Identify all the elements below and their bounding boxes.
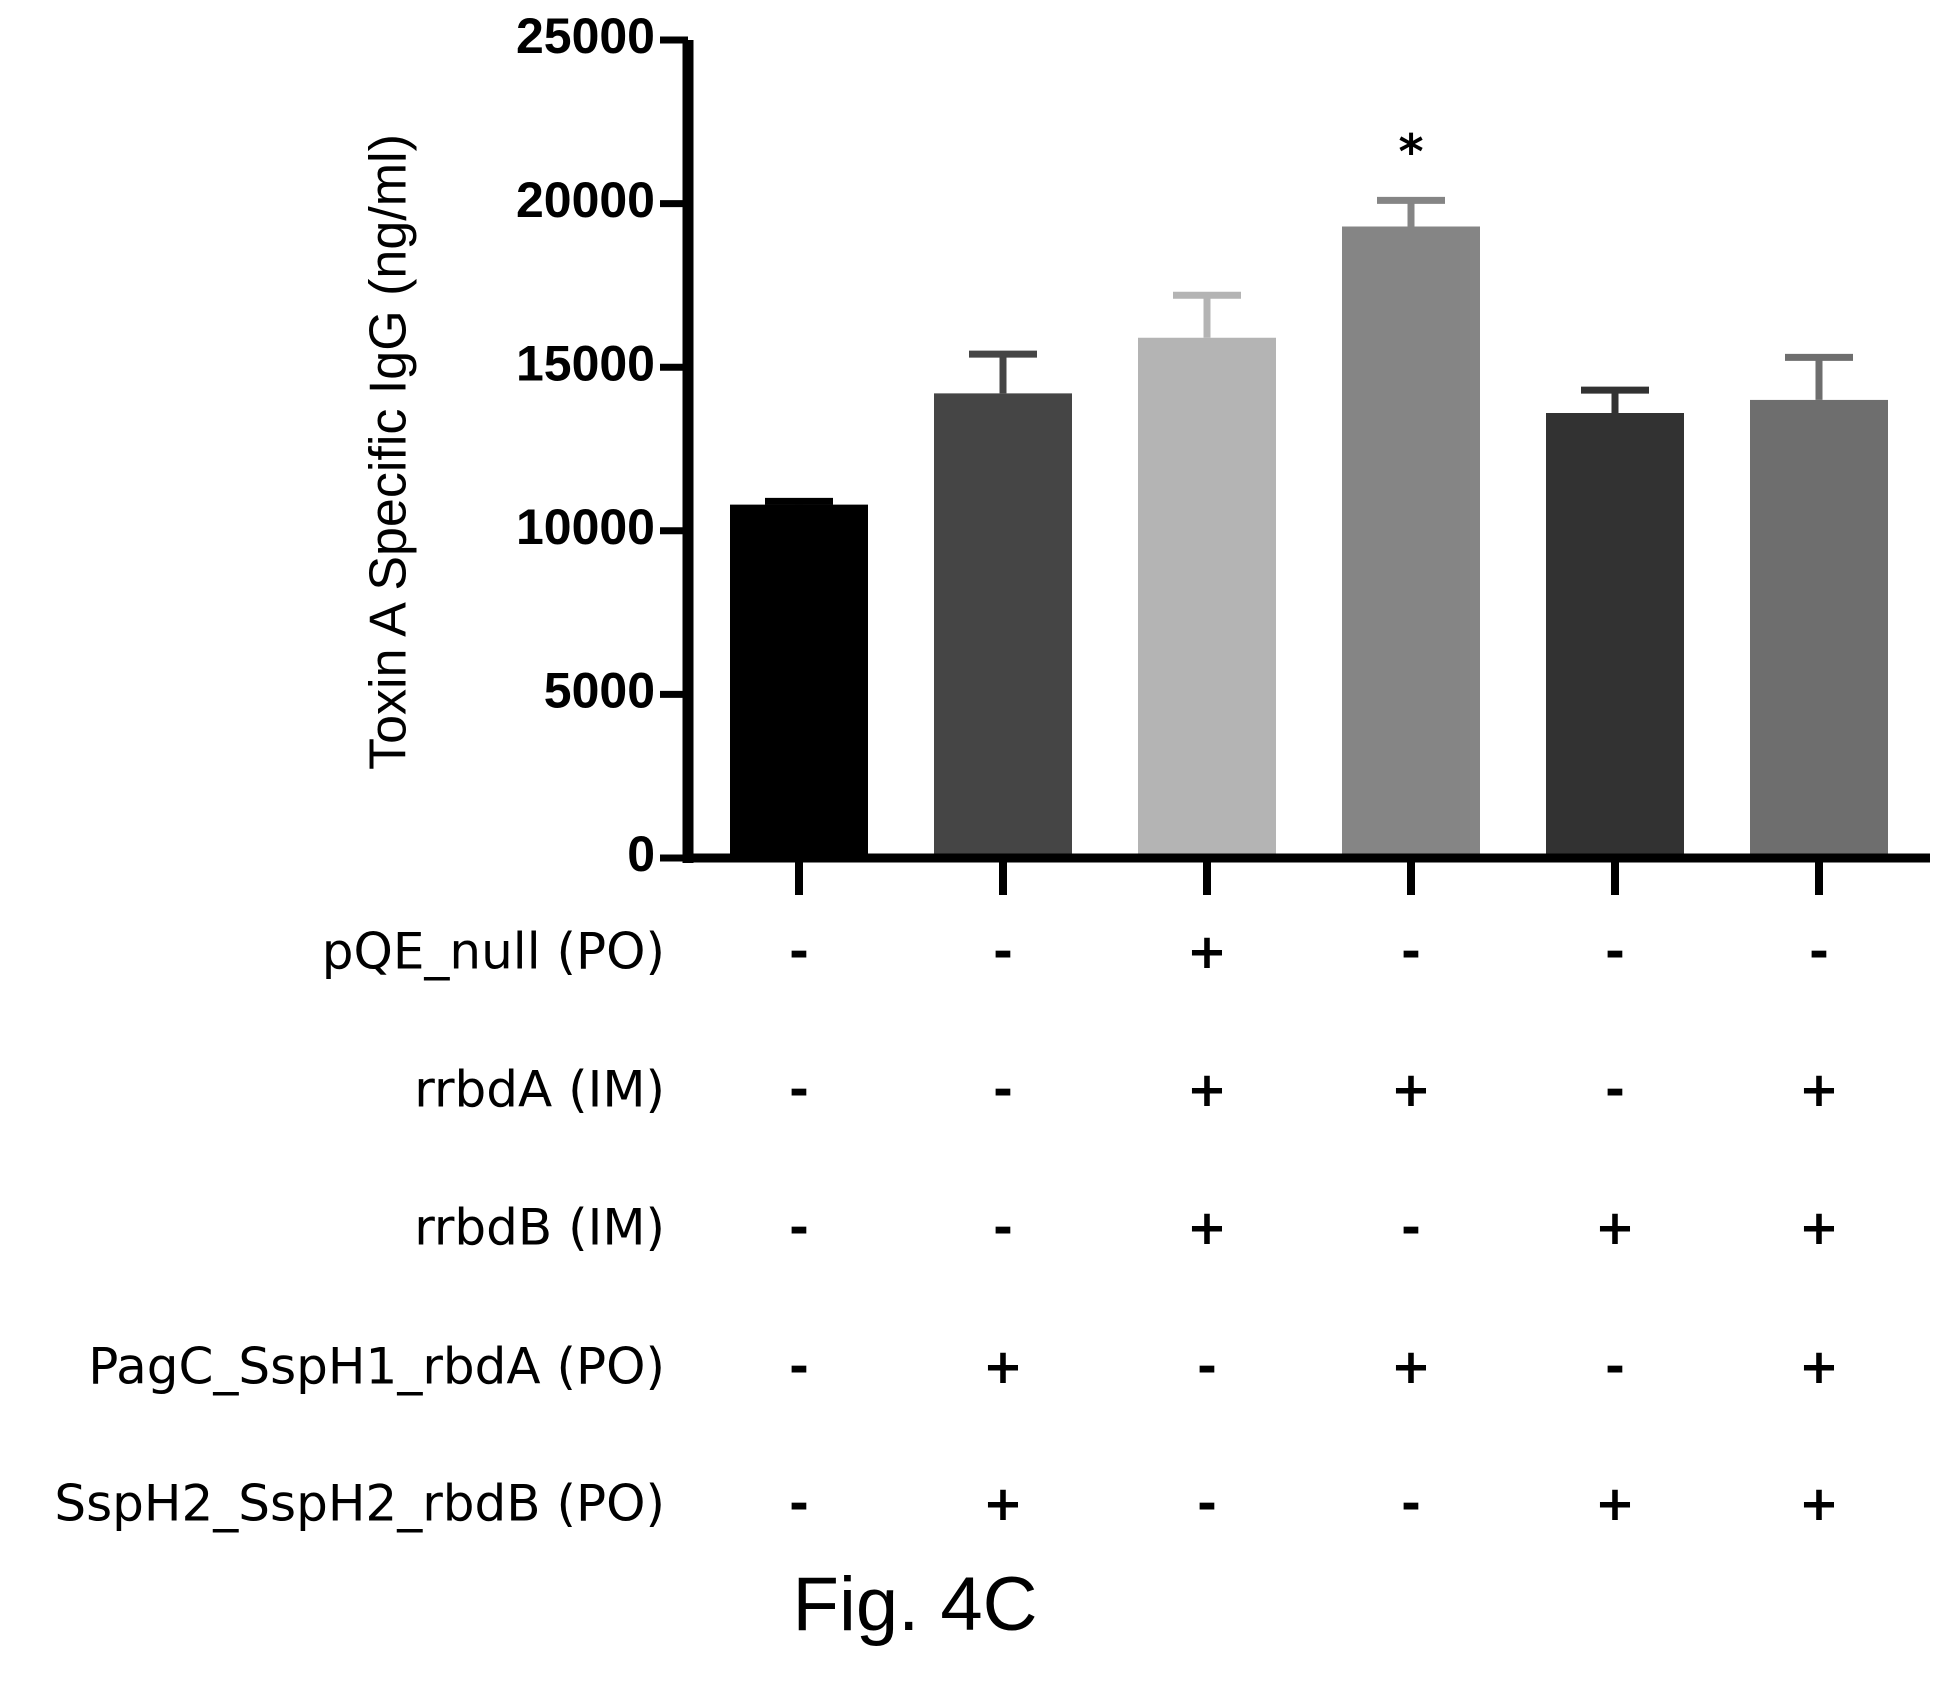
bar-5 (1546, 413, 1684, 858)
condition-mark-r4-c4: + (1391, 1339, 1431, 1395)
y-ticks-layer: 0 5000 10000 15000 20000 25000 (516, 8, 688, 882)
condition-mark-r1-c4: - (1401, 924, 1421, 980)
bar-6 (1750, 400, 1888, 858)
bar-1 (730, 505, 868, 858)
condition-mark-r4-c2: + (983, 1339, 1023, 1395)
condition-mark-r3-c3: + (1187, 1200, 1227, 1256)
condition-mark-r2-c2: - (993, 1062, 1013, 1118)
condition-mark-r2-c1: - (789, 1062, 809, 1118)
condition-mark-r2-c6: + (1799, 1062, 1839, 1118)
y-tick-label-3: 15000 (516, 335, 655, 391)
condition-mark-r5-c2: + (983, 1476, 1023, 1532)
condition-mark-r3-c5: + (1595, 1200, 1635, 1256)
y-tick-label-2: 10000 (516, 499, 655, 555)
conditions-table: pQE_null (PO) - - + - - - rrbdA (IM) - - + + - + rrbdB… (54, 923, 1839, 1533)
error-bars-layer (765, 200, 1853, 504)
condition-mark-r4-c6: + (1799, 1339, 1839, 1395)
y-tick-label-5: 25000 (516, 8, 655, 64)
condition-mark-r1-c1: - (789, 924, 809, 980)
condition-mark-r2-c4: + (1391, 1062, 1431, 1118)
condition-label-4: PagC_SspH1_rbdA (PO) (88, 1338, 665, 1396)
bars-layer (730, 227, 1888, 858)
condition-mark-r4-c1: - (789, 1339, 809, 1395)
condition-label-3: rrbdB (IM) (414, 1199, 665, 1257)
condition-mark-r2-c3: + (1187, 1062, 1227, 1118)
axes-layer (683, 40, 1930, 863)
condition-mark-r5-c6: + (1799, 1476, 1839, 1532)
condition-mark-r4-c3: - (1197, 1339, 1217, 1395)
condition-mark-r5-c4: - (1401, 1476, 1421, 1532)
condition-mark-r3-c6: + (1799, 1200, 1839, 1256)
y-tick-label-0: 0 (627, 826, 655, 882)
condition-mark-r5-c5: + (1595, 1476, 1635, 1532)
figure-caption: Fig. 4C (793, 1562, 1038, 1647)
y-tick-label-4: 20000 (516, 172, 655, 228)
condition-mark-r4-c5: - (1605, 1339, 1625, 1395)
significance-star-1: * (1398, 124, 1423, 180)
condition-mark-r3-c1: - (789, 1200, 809, 1256)
condition-mark-r1-c6: - (1809, 924, 1829, 980)
condition-mark-r1-c5: - (1605, 924, 1625, 980)
annotations-layer: * (1398, 124, 1423, 180)
condition-mark-r2-c5: - (1605, 1062, 1625, 1118)
y-axis-title: Toxin A Specific IgG (ng/ml) (360, 134, 418, 770)
condition-mark-r3-c4: - (1401, 1200, 1421, 1256)
condition-label-2: rrbdA (IM) (414, 1061, 665, 1119)
condition-label-5: SspH2_SspH2_rbdB (PO) (54, 1475, 665, 1533)
y-tick-label-1: 5000 (544, 663, 655, 719)
condition-mark-r5-c3: - (1197, 1476, 1217, 1532)
bar-3 (1138, 338, 1276, 858)
bar-4 (1342, 227, 1480, 858)
bar-2 (934, 393, 1072, 858)
condition-mark-r5-c1: - (789, 1476, 809, 1532)
figure-svg: 0 5000 10000 15000 20000 25000 Toxin A Specif… (0, 0, 1938, 1684)
condition-mark-r1-c3: + (1187, 924, 1227, 980)
condition-mark-r3-c2: - (993, 1200, 1013, 1256)
x-ticks-layer (799, 862, 1819, 895)
condition-label-1: pQE_null (PO) (322, 923, 665, 981)
condition-mark-r1-c2: - (993, 924, 1013, 980)
